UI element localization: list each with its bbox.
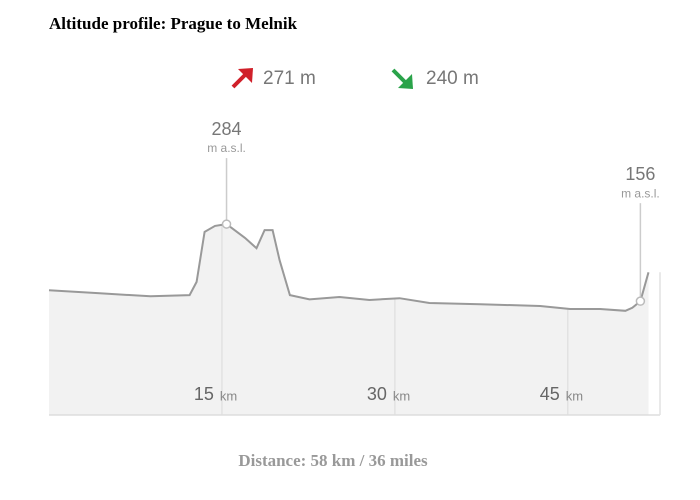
descent-arrow [391, 68, 408, 85]
ascent-value: 271 m [263, 68, 316, 89]
ascent-unit: m [300, 68, 316, 89]
x-tick-unit: km [566, 388, 583, 403]
annotation-point [635, 296, 646, 306]
descent-number: 240 [426, 68, 458, 89]
ascent-arrow-head [238, 68, 253, 83]
x-tick-label: 30 [367, 384, 387, 404]
descent-icon [391, 68, 413, 89]
descent-unit: m [463, 68, 479, 89]
annotation-value: 284 [212, 119, 242, 139]
x-tick-label: 45 [540, 384, 560, 404]
descent-arrow-head [398, 74, 413, 89]
annotation-unit: m a.s.l. [621, 186, 660, 200]
x-tick-unit: km [393, 388, 410, 403]
annotation-value: 156 [625, 164, 655, 184]
plot: 15 km 30 km 45 km 284 m a.s.l. 156 m a.s.l. [48, 119, 661, 416]
ascent-number: 271 [263, 68, 295, 89]
x-tick-label: 15 [194, 384, 214, 404]
descent-value: 240 m [426, 68, 479, 89]
chart-title: Altitude profile: Prague to Melnik [49, 14, 298, 33]
x-tick-unit: km [220, 388, 237, 403]
altitude-line [48, 223, 650, 312]
footer: Distance: 58 km / 36 miles [238, 451, 428, 470]
ascent-icon [231, 68, 253, 89]
ascent-arrow [231, 72, 248, 89]
annotation-point [221, 219, 232, 229]
annotation-unit: m a.s.l. [207, 141, 246, 155]
